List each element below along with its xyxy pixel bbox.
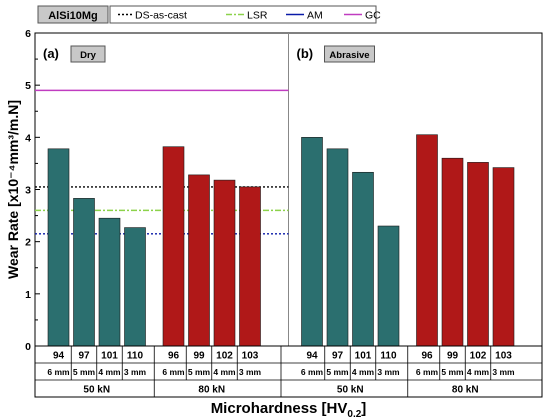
legend-label: AM xyxy=(307,10,323,22)
category-table xyxy=(34,345,543,398)
x-tick-label-hardness: 110 xyxy=(127,351,144,362)
x-tick-label-thickness: 3 mm xyxy=(124,367,147,377)
bar-abrasive-80kn-96 xyxy=(416,134,438,347)
bar-dry-80kn-96 xyxy=(162,146,185,347)
x-tick-label-thickness: 6 mm xyxy=(162,367,185,377)
bar-abrasive-80kn-103 xyxy=(492,167,515,347)
bar-abrasive-80kn-102 xyxy=(467,162,489,347)
panel-condition-box-abrasive xyxy=(324,45,375,63)
x-tick-label-hardness: 94 xyxy=(306,351,318,362)
x-tick-label-hardness: 96 xyxy=(168,351,180,362)
legend-label: LSR xyxy=(247,10,268,22)
material-label: AlSi10Mg xyxy=(48,10,98,22)
x-tick-label-hardness: 97 xyxy=(78,351,90,362)
panel-tag: (b) xyxy=(297,46,314,61)
bar-abrasive-80kn-99 xyxy=(441,157,464,347)
y-tick-label: 6 xyxy=(25,28,31,40)
bar-dry-80kn-103 xyxy=(239,186,261,347)
group-load-label: 50 kN xyxy=(337,385,364,396)
x-tick-label-hardness: 99 xyxy=(447,351,459,362)
x-tick-label-thickness: 4 mm xyxy=(467,367,490,377)
group-load-label: 50 kN xyxy=(83,385,110,396)
x-tick-label-hardness: 101 xyxy=(101,351,118,362)
x-axis-label: Microhardness [HV0.2] xyxy=(211,400,367,420)
group-load-label: 80 kN xyxy=(198,385,225,396)
bar-dry-80kn-102 xyxy=(213,179,236,347)
x-tick-label-hardness: 103 xyxy=(495,351,512,362)
bar-dry-50kn-110 xyxy=(124,227,146,347)
legend-label: DS-as-cast xyxy=(135,10,187,22)
bar-dry-50kn-94 xyxy=(47,148,70,347)
y-tick-label: 2 xyxy=(25,237,31,249)
panel-condition-label: Abrasive xyxy=(329,50,369,61)
group-load-label: 80 kN xyxy=(452,385,479,396)
x-tick-label-thickness: 6 mm xyxy=(416,367,439,377)
x-tick-label-thickness: 4 mm xyxy=(98,367,121,377)
bar-dry-50kn-97 xyxy=(73,198,95,347)
legend-label: GC xyxy=(365,10,381,22)
x-tick-label-thickness: 4 mm xyxy=(213,367,236,377)
x-tick-label-hardness: 97 xyxy=(332,351,344,362)
bar-abrasive-50kn-110 xyxy=(377,225,400,347)
x-tick-label-thickness: 3 mm xyxy=(377,367,400,377)
x-tick-label-thickness: 6 mm xyxy=(47,367,70,377)
x-tick-label-thickness: 6 mm xyxy=(301,367,324,377)
bar-dry-80kn-99 xyxy=(188,174,210,347)
x-tick-label-thickness: 5 mm xyxy=(73,367,96,377)
x-tick-label-thickness: 4 mm xyxy=(352,367,375,377)
x-tick-label-thickness: 3 mm xyxy=(492,367,515,377)
x-tick-label-thickness: 5 mm xyxy=(326,367,349,377)
panel-condition-label: Dry xyxy=(80,50,97,61)
x-tick-label-hardness: 103 xyxy=(242,351,259,362)
y-axis-label: Wear Rate [x10⁻⁴mm³/m.N] xyxy=(5,100,21,279)
x-tick-label-hardness: 99 xyxy=(193,351,205,362)
x-tick-label-thickness: 5 mm xyxy=(441,367,464,377)
bar-abrasive-50kn-94 xyxy=(301,137,323,347)
y-tick-label: 1 xyxy=(25,289,31,301)
x-tick-label-hardness: 102 xyxy=(470,351,487,362)
y-tick-label: 5 xyxy=(25,80,31,92)
y-tick-label: 4 xyxy=(25,132,31,144)
bar-dry-50kn-101 xyxy=(98,217,121,347)
y-tick-label: 3 xyxy=(25,185,31,197)
bar-abrasive-50kn-97 xyxy=(326,148,349,347)
panel-condition-box-dry xyxy=(70,45,106,63)
bar-abrasive-50kn-101 xyxy=(352,171,374,347)
x-tick-label-hardness: 94 xyxy=(53,351,65,362)
x-tick-label-hardness: 96 xyxy=(421,351,433,362)
material-label-box xyxy=(37,5,109,24)
y-tick-label: 0 xyxy=(25,341,31,353)
x-tick-label-hardness: 101 xyxy=(355,351,372,362)
x-tick-label-hardness: 102 xyxy=(216,351,233,362)
x-tick-label-hardness: 110 xyxy=(380,351,397,362)
x-tick-label-thickness: 5 mm xyxy=(188,367,211,377)
panel-tag: (a) xyxy=(43,46,59,61)
x-tick-label-thickness: 3 mm xyxy=(239,367,262,377)
